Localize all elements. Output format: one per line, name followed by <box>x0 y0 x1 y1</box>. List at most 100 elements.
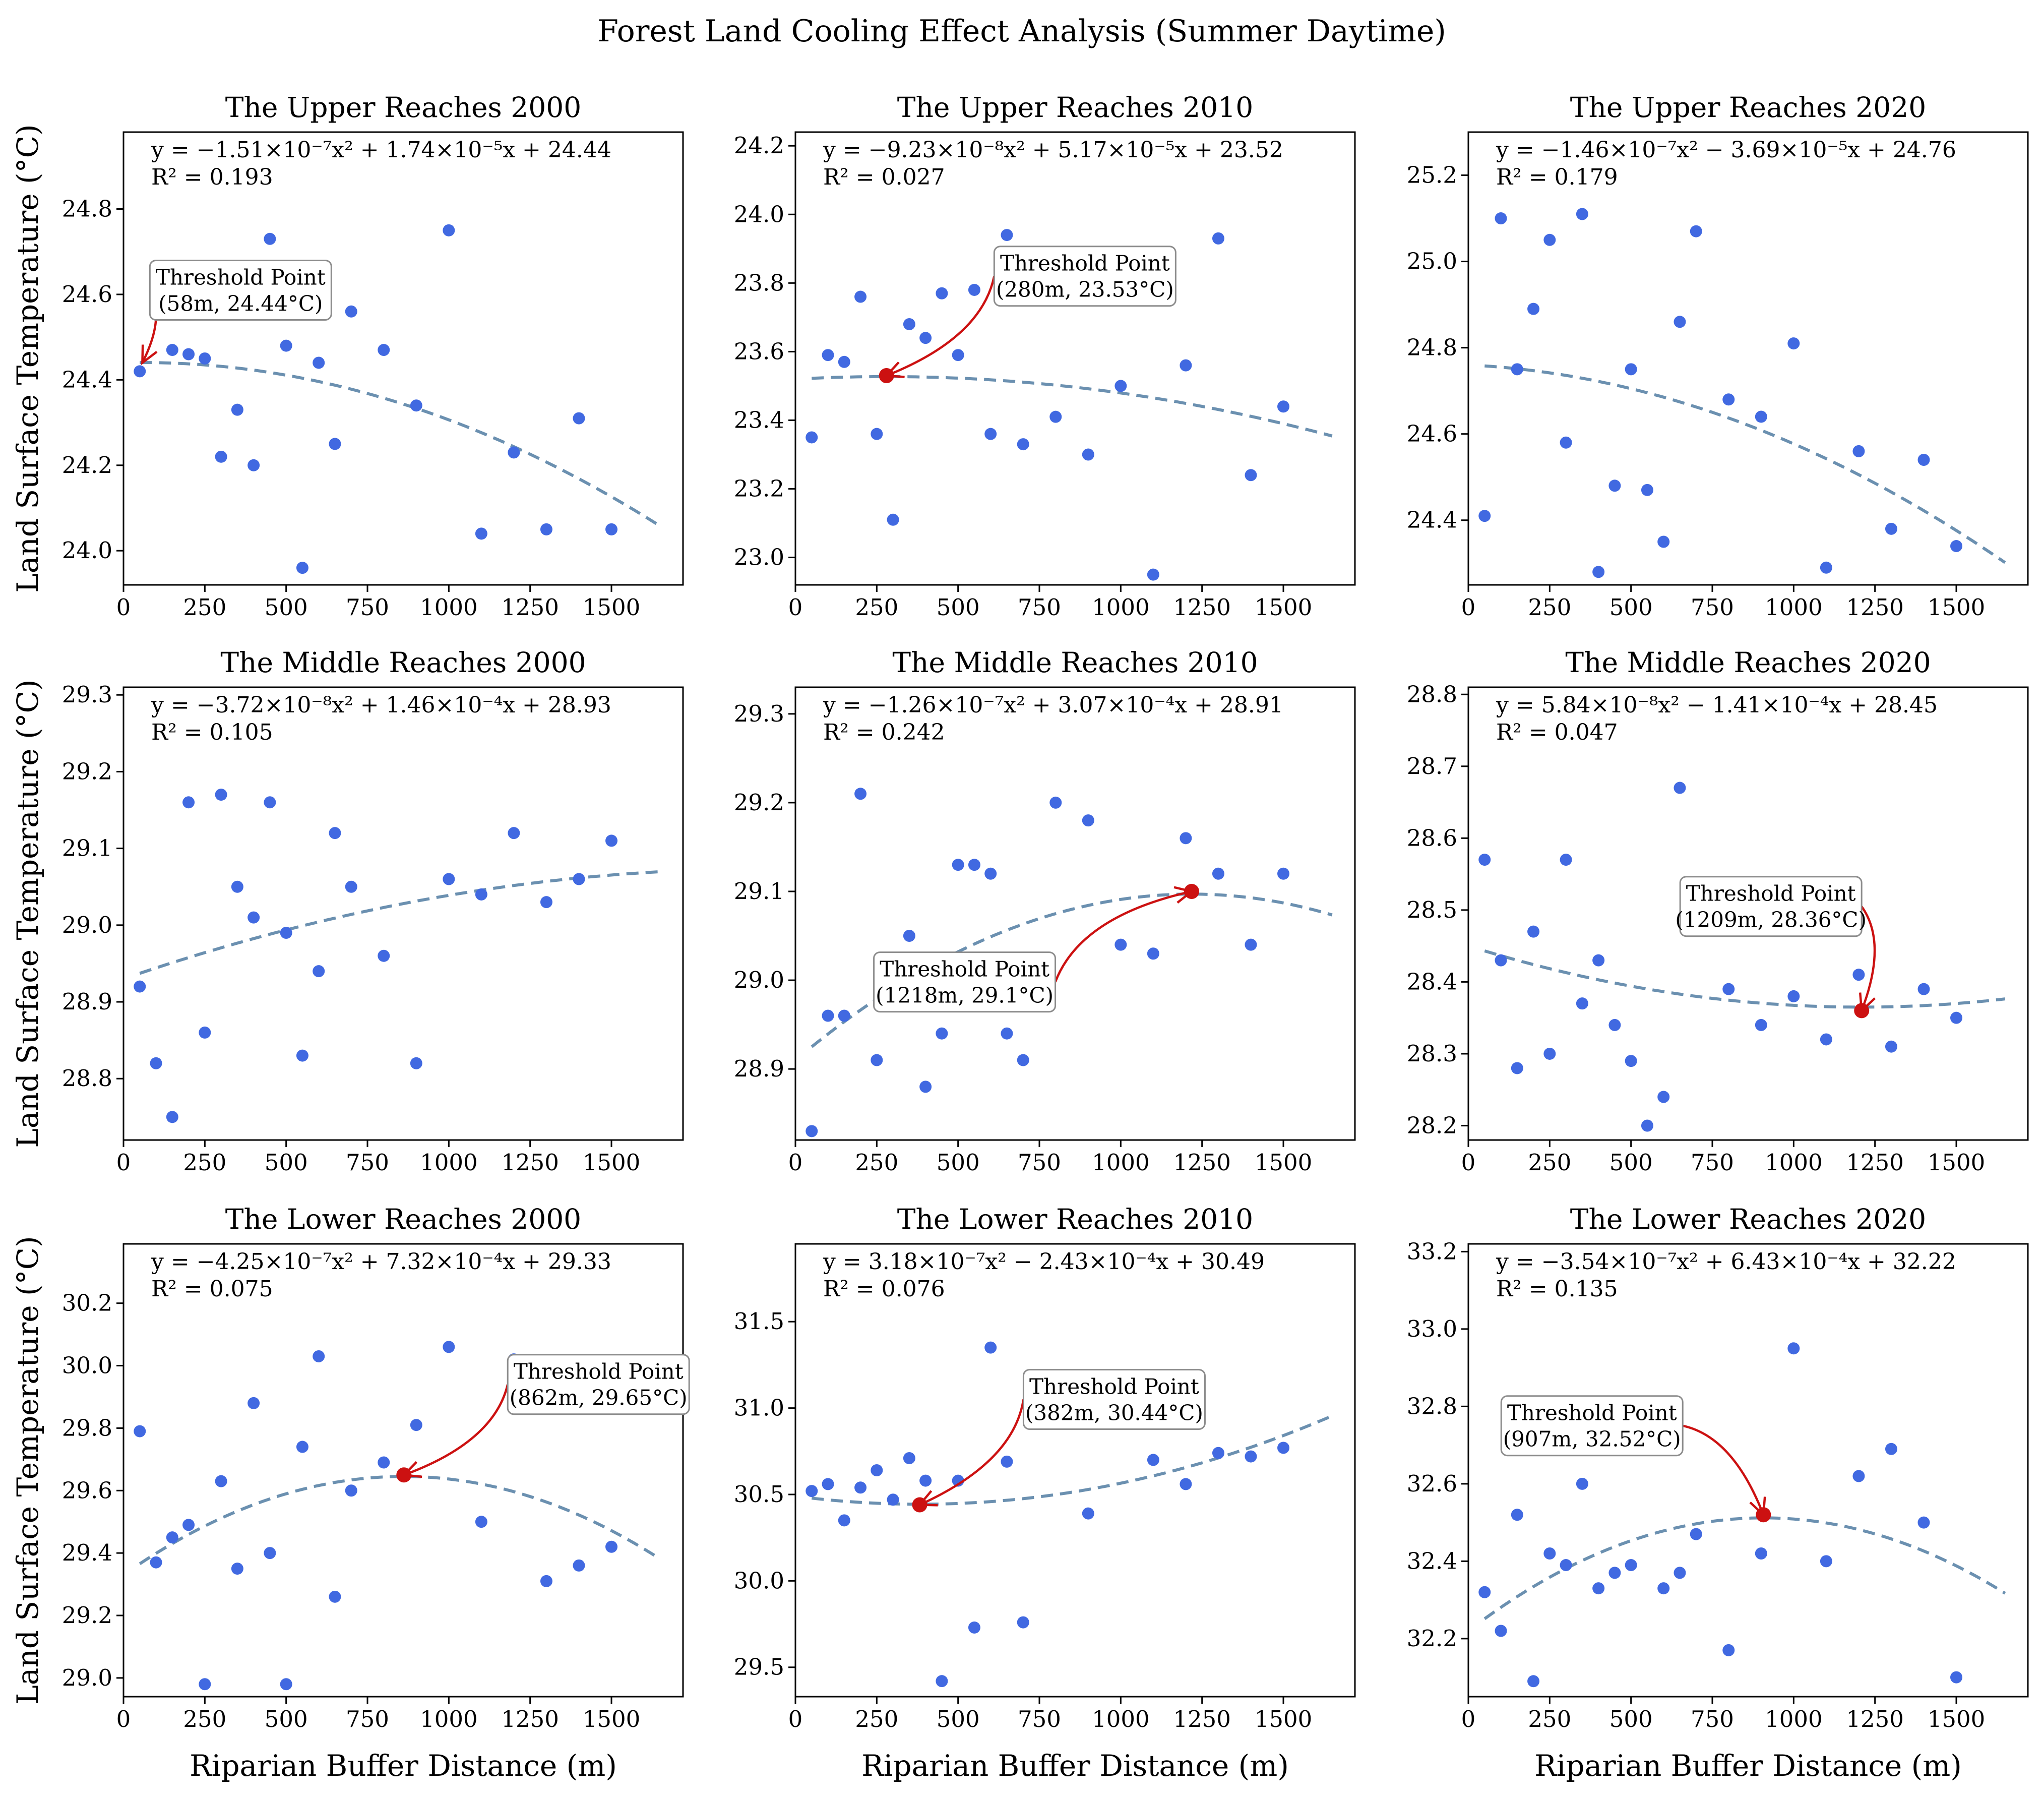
threshold-arrow <box>1861 906 1876 1011</box>
x-tick-label: 0 <box>1461 594 1476 621</box>
y-tick-label: 28.8 <box>1407 681 1457 707</box>
fit-equation: y = −3.72×10⁻⁸x² + 1.46×10⁻⁴x + 28.93 <box>151 692 611 718</box>
y-tick-label: 28.7 <box>1407 753 1457 780</box>
data-point <box>475 527 487 540</box>
threshold-arrow <box>403 1384 509 1476</box>
data-point <box>936 287 948 300</box>
r-squared: R² = 0.047 <box>1496 720 1618 745</box>
data-point <box>1641 1119 1653 1132</box>
data-point <box>1478 1586 1491 1598</box>
plot-frame <box>122 1243 684 1698</box>
panel-5: The Middle Reaches 2010 0 250 500 750 1000 125… <box>734 646 1356 1176</box>
data-point <box>1625 1559 1637 1572</box>
y-tick-label: 29.0 <box>62 912 112 938</box>
y-tick-label: 23.6 <box>734 338 784 365</box>
data-point <box>1576 1477 1588 1490</box>
panel-title: The Middle Reaches 2020 <box>1565 646 1931 679</box>
data-point <box>378 344 390 356</box>
r-squared: R² = 0.193 <box>151 164 273 190</box>
x-tick-label: 1250 <box>501 594 559 621</box>
fit-equation: y = −4.25×10⁻⁷x² + 7.32×10⁻⁴x + 29.33 <box>151 1249 611 1275</box>
x-tick-label: 250 <box>183 1706 226 1732</box>
data-point <box>313 965 325 978</box>
threshold-marker <box>396 1467 412 1483</box>
fit-equation: y = −1.26×10⁻⁷x² + 3.07×10⁻⁴x + 28.91 <box>823 692 1283 718</box>
data-point <box>1885 1443 1897 1455</box>
data-point <box>1755 410 1767 423</box>
data-point <box>1049 410 1062 423</box>
data-point <box>1277 867 1290 880</box>
y-tick-label: 28.2 <box>1407 1112 1457 1139</box>
data-point <box>968 1621 980 1634</box>
data-point <box>1511 363 1523 376</box>
data-point <box>296 562 308 574</box>
threshold-label-box <box>1500 1395 1684 1457</box>
fit-curve <box>140 361 661 527</box>
data-point <box>1147 1454 1159 1466</box>
data-point <box>1001 229 1013 242</box>
panel-7: The Lower Reaches 2000 0 250 500 750 1000 1250… <box>62 1203 690 1732</box>
data-point <box>1885 522 1897 535</box>
data-point <box>1511 1509 1523 1521</box>
fit-equation: y = −9.23×10⁻⁸x² + 5.17×10⁻⁵x + 23.52 <box>823 137 1283 163</box>
data-point <box>540 523 552 535</box>
data-point <box>1543 1547 1556 1560</box>
x-tick-label: 1000 <box>420 1706 478 1732</box>
plot-frame <box>122 686 684 1141</box>
data-point <box>247 911 260 924</box>
data-point <box>903 318 915 330</box>
x-tick-label: 250 <box>1528 1149 1571 1176</box>
y-tick-label: 30.0 <box>734 1567 784 1594</box>
data-point <box>1755 1547 1767 1560</box>
data-point <box>854 290 867 303</box>
r-squared: R² = 0.027 <box>823 164 945 190</box>
x-tick-label: 1000 <box>1765 1149 1823 1176</box>
data-point <box>296 1441 308 1453</box>
data-point <box>968 283 980 296</box>
data-point <box>1180 832 1192 845</box>
data-point <box>443 1341 455 1353</box>
data-point <box>540 1575 552 1587</box>
data-point <box>1820 1555 1832 1568</box>
panel-4: The Middle Reaches 2000 0 250 500 750 1000 125… <box>62 646 684 1176</box>
data-point <box>134 980 146 993</box>
data-point <box>1114 938 1127 951</box>
data-point <box>1820 1033 1832 1046</box>
data-point <box>806 431 818 444</box>
fit-curve <box>811 1414 1333 1506</box>
threshold-marker <box>1184 883 1200 899</box>
x-tick-label: 1500 <box>1255 1149 1313 1176</box>
x-tick-label: 0 <box>1461 1149 1476 1176</box>
data-point <box>1917 453 1930 466</box>
r-squared: R² = 0.105 <box>151 720 273 745</box>
data-point <box>806 1485 818 1498</box>
panel-title: The Upper Reaches 2000 <box>225 91 581 124</box>
x-tick-label: 1000 <box>420 594 478 621</box>
data-point <box>345 1484 357 1497</box>
y-tick-label: 29.5 <box>734 1654 784 1681</box>
x-tick-label: 1250 <box>1173 1706 1231 1732</box>
data-point <box>1212 232 1224 245</box>
data-point <box>1478 510 1491 522</box>
fit-equation: y = −1.51×10⁻⁷x² + 1.74×10⁻⁵x + 24.44 <box>151 137 611 163</box>
y-axis-labels-group: Land Surface Temperature (°C) Land Surfac… <box>11 124 45 1704</box>
data-point <box>345 880 357 893</box>
x-tick-label: 750 <box>1691 1149 1734 1176</box>
data-point <box>984 428 997 440</box>
data-point <box>215 450 227 463</box>
x-axis-label: Riparian Buffer Distance (m) <box>1534 1749 1962 1783</box>
data-point <box>968 859 980 871</box>
x-tick-label: 500 <box>937 594 980 621</box>
data-point <box>231 1563 243 1575</box>
y-tick-label: 28.3 <box>1407 1040 1457 1067</box>
y-tick-label: 24.8 <box>1407 334 1457 361</box>
data-point <box>952 349 964 362</box>
data-point <box>264 232 276 245</box>
data-point <box>329 438 341 450</box>
y-tick-label: 28.6 <box>1407 824 1457 851</box>
data-point <box>410 399 422 412</box>
data-point <box>1527 925 1540 938</box>
x-tick-label: 250 <box>1528 594 1571 621</box>
y-tick-label: 29.8 <box>62 1414 112 1441</box>
data-point <box>1592 1582 1605 1595</box>
